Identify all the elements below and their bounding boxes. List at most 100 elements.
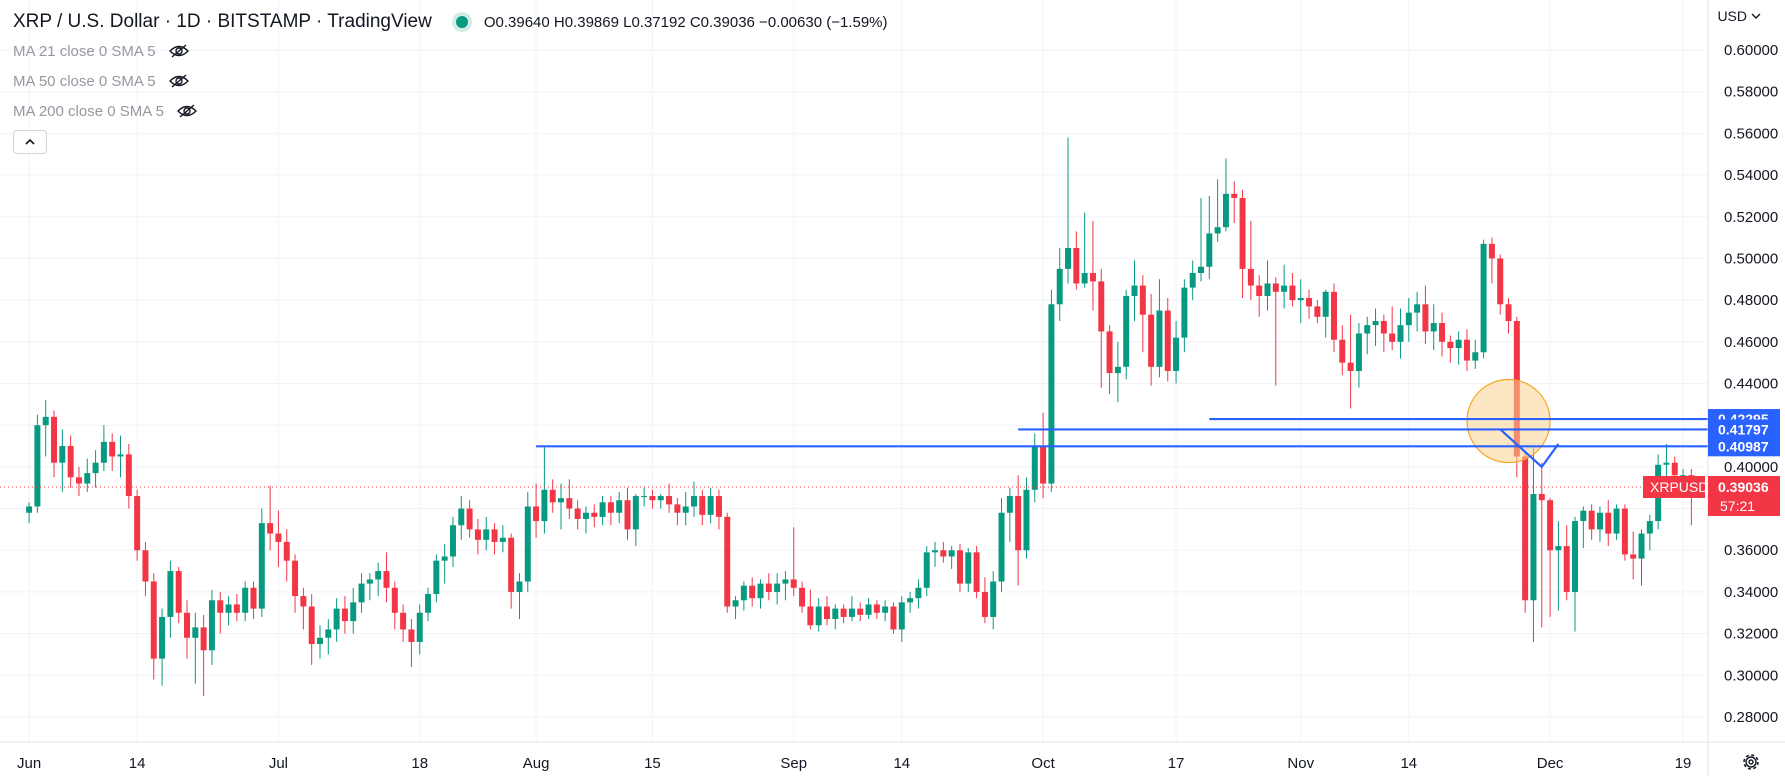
price-tick-label: 0.48000 — [1724, 292, 1778, 309]
candle-body — [1422, 304, 1429, 332]
candle-body — [799, 587, 806, 607]
candle-body — [1538, 493, 1545, 501]
price-tick-label: 0.54000 — [1724, 167, 1778, 184]
time-tick-label: Jul — [269, 755, 288, 772]
price-tick-label: 0.52000 — [1724, 209, 1778, 226]
candle-body — [283, 541, 290, 561]
candle-body — [774, 583, 781, 592]
gear-icon[interactable] — [1743, 754, 1759, 770]
candle-body — [1023, 489, 1030, 551]
symbol-header: XRP / U.S. Dollar · 1D · BITSTAMP · Trad… — [13, 9, 888, 35]
candle-body — [1156, 310, 1163, 367]
currency-label: USD — [1717, 8, 1747, 24]
candle-body — [857, 608, 864, 615]
gear-hub — [1748, 759, 1754, 765]
candle-body — [1572, 521, 1579, 592]
indicator-ma200[interactable]: MA 200 close 0 SMA 5 — [13, 99, 198, 123]
candle-body — [508, 537, 515, 592]
drawings-layer — [0, 378, 1708, 488]
last-price-label: 0.39036 — [1718, 479, 1769, 495]
candle-body — [1630, 554, 1637, 559]
candle-body — [1139, 285, 1146, 315]
candle-body — [242, 587, 249, 613]
candle-body — [915, 587, 922, 599]
candle-body — [1089, 273, 1096, 282]
time-tick-label: Oct — [1031, 755, 1055, 772]
candle-body — [1256, 285, 1263, 296]
time-tick-label: Jun — [17, 755, 41, 772]
candle-body — [649, 496, 656, 501]
candle-body — [1048, 304, 1055, 484]
candle-body — [990, 581, 997, 617]
candle-body — [1596, 512, 1603, 530]
candle-body — [1480, 243, 1487, 353]
candle-body — [184, 612, 190, 638]
candle-body — [1364, 325, 1371, 334]
candle-body — [1339, 339, 1346, 363]
candle-body — [691, 496, 697, 507]
candle-body — [341, 608, 348, 622]
eye-hidden-icon[interactable] — [168, 43, 190, 59]
candle-body — [84, 473, 91, 484]
symbol-tag-bg — [1643, 475, 1705, 498]
candle-body — [59, 446, 66, 463]
candle-body — [1397, 325, 1404, 342]
candle-body — [1555, 546, 1562, 551]
indicator-ma50[interactable]: MA 50 close 0 SMA 5 — [13, 69, 190, 93]
candle-body — [449, 525, 456, 557]
candle-body — [1214, 227, 1221, 234]
candle-body — [1173, 337, 1180, 371]
candle-body — [1455, 339, 1462, 349]
candle-body — [51, 416, 58, 463]
candle-body — [616, 500, 623, 513]
candle-body — [316, 637, 323, 645]
projection-arrow — [1499, 428, 1560, 468]
candle-body — [882, 606, 889, 613]
candle-body — [425, 594, 432, 613]
candle-body — [865, 604, 872, 615]
candle-body — [1380, 320, 1387, 334]
candle-body — [1389, 333, 1396, 342]
candle-body — [391, 587, 398, 613]
eye-hidden-icon[interactable] — [168, 73, 190, 89]
candle-body — [300, 596, 307, 607]
time-tick-label: 14 — [1400, 755, 1417, 772]
candle-body — [848, 608, 855, 617]
symbol-title[interactable]: XRP / U.S. Dollar · 1D · BITSTAMP · Trad… — [13, 11, 432, 32]
collapse-legend-button[interactable] — [13, 130, 47, 154]
candle-body — [483, 529, 490, 540]
candle-body — [142, 550, 149, 582]
support-level-label-bg — [1708, 436, 1780, 457]
eye-hidden-icon[interactable] — [176, 103, 198, 119]
candle-body — [75, 477, 82, 484]
candle-body — [350, 602, 357, 622]
time-tick-label: 19 — [1675, 755, 1692, 772]
currency-selector[interactable]: USD — [1717, 8, 1761, 24]
indicator-label: MA 21 close 0 SMA 5 — [13, 42, 156, 60]
candle-body — [956, 550, 963, 584]
candle-body — [632, 496, 639, 530]
candle-body — [192, 627, 199, 638]
candle-body — [574, 508, 581, 519]
ohlc-values: O0.39640 H0.39869 L0.37192 C0.39036 −0.0… — [483, 13, 888, 31]
highlight-circle — [1466, 378, 1551, 464]
candle-body — [923, 552, 930, 588]
candle-body — [292, 560, 299, 597]
candle-body — [1314, 306, 1321, 317]
price-tick-label: 0.50000 — [1724, 250, 1778, 267]
candle-body — [1281, 285, 1288, 292]
candle-body — [948, 550, 955, 557]
candle-body — [981, 591, 988, 617]
candle-body — [840, 608, 847, 617]
candle-body — [208, 600, 215, 651]
candle-body — [907, 598, 914, 603]
candle-body — [1663, 462, 1670, 465]
candle-body — [1405, 312, 1412, 326]
candle-body — [34, 425, 41, 507]
indicator-ma21[interactable]: MA 21 close 0 SMA 5 — [13, 39, 190, 63]
time-tick-label: 14 — [129, 755, 146, 772]
candle-body — [1463, 339, 1470, 361]
candle-body — [366, 579, 373, 584]
candle-body — [666, 496, 673, 505]
